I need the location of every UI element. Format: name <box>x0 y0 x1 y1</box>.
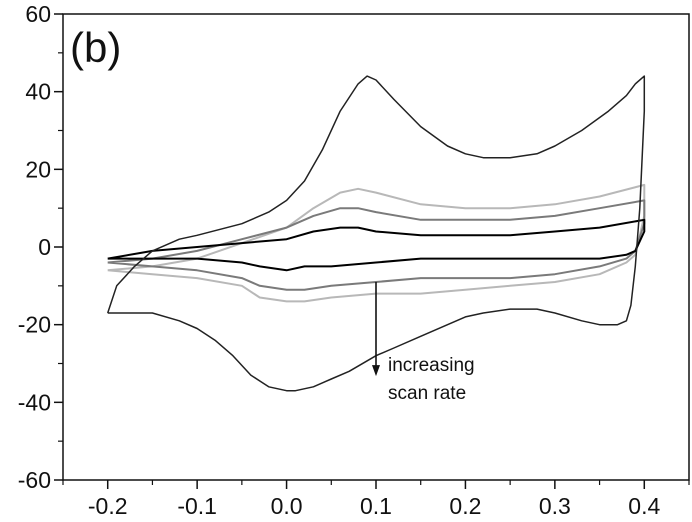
series-line-4 <box>106 75 646 392</box>
series-line-3 <box>107 218 646 272</box>
y-tick-label: 20 <box>25 156 51 182</box>
y-tick-label: -60 <box>18 467 51 493</box>
x-tick-label: 0.4 <box>628 493 660 519</box>
y-tick-label: 0 <box>38 234 51 260</box>
y-tick-label: -40 <box>18 389 51 415</box>
x-tick-label: 0.3 <box>539 493 571 519</box>
series-line-2 <box>107 199 646 291</box>
y-tick-label: 40 <box>25 79 51 105</box>
x-tick-label: 0.1 <box>360 493 392 519</box>
annotation-line-1: increasing <box>388 355 475 376</box>
y-tick-label: -20 <box>18 312 51 338</box>
x-tick-label: -0.2 <box>88 493 128 519</box>
panel-label: (b) <box>70 24 121 71</box>
x-tick-label: -0.1 <box>177 493 217 519</box>
annotation-line-2: scan rate <box>388 383 466 404</box>
x-tick-label: 0.2 <box>449 493 481 519</box>
plot-frame <box>62 13 690 481</box>
y-axis: 60 40 20 0 -20 -40 -60 <box>18 1 63 493</box>
x-tick-label: 0.0 <box>271 493 303 519</box>
series-layer <box>106 75 646 392</box>
y-tick-label: 60 <box>25 1 51 27</box>
arrowhead-icon <box>372 365 380 377</box>
scan-rate-annotation: increasing scan rate <box>372 281 475 404</box>
x-axis: -0.2 -0.1 0.0 0.1 0.2 0.3 0.4 <box>62 480 690 519</box>
